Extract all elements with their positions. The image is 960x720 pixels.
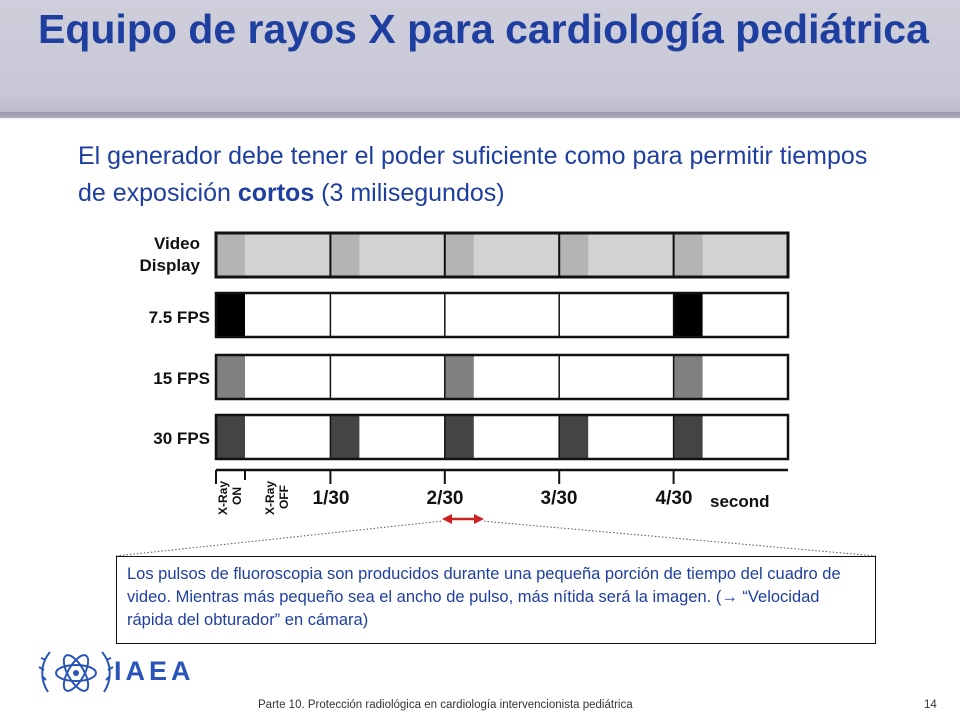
xray-pulse — [216, 293, 245, 337]
pulse-width-arrow — [442, 514, 484, 524]
tick-label-4-30: 4/30 — [656, 488, 693, 509]
pulse-row-border — [214, 353, 790, 401]
video-frame-shade — [444, 233, 474, 277]
timing-diagram: Video Display 7.5 FPS 15 FPS 30 FPS X-Ra… — [102, 215, 866, 531]
xray-pulse — [444, 355, 474, 399]
arrow-right-icon: → — [721, 588, 738, 606]
title-bar — [0, 0, 960, 118]
xray-pulse — [444, 415, 474, 459]
iaea-logo — [36, 640, 206, 710]
row-label-7-5-fps: 7.5 FPS — [149, 308, 210, 327]
atom-emblem-icon — [38, 651, 114, 693]
pulse-row-border — [214, 413, 790, 461]
tick-label-3-30: 3/30 — [541, 488, 578, 509]
xray-pulse — [216, 415, 245, 459]
xray-pulse — [673, 355, 703, 399]
xray-off-label-1: X-Ray — [263, 481, 277, 515]
zoom-guide-left — [115, 520, 444, 557]
video-frame-shade — [330, 233, 360, 277]
xray-pulse — [673, 293, 703, 337]
pulse-row-border — [214, 291, 790, 339]
video-display-label-1: Video — [154, 234, 200, 253]
footer-text: Parte 10. Protección radiológica en card… — [258, 699, 633, 711]
xray-pulse — [216, 355, 245, 399]
zoom-guide-right — [481, 520, 877, 557]
xray-on-label-2: ON — [230, 487, 244, 505]
xray-pulse — [330, 415, 360, 459]
video-display-border — [214, 231, 790, 279]
page-number: 14 — [924, 699, 937, 711]
title-bar-shadow — [0, 112, 960, 120]
video-frame-shade — [559, 233, 589, 277]
subtitle-bold-word: cortos — [237, 179, 315, 207]
xray-pulse — [559, 415, 589, 459]
tick-label-1-30: 1/30 — [313, 488, 350, 509]
xray-pulse — [673, 415, 703, 459]
xray-off-label-2: OFF — [277, 485, 291, 509]
iaea-logo-text: IAEA — [114, 656, 195, 686]
subtitle-text-1: El generador debe tener el poder suficie… — [78, 142, 868, 207]
video-display-label-2: Display — [140, 256, 201, 275]
unit-label-second: second — [710, 492, 770, 511]
callout-text-2: “Velocidad rápida del obturador” en cáma… — [127, 588, 820, 629]
row-label-15-fps: 15 FPS — [153, 369, 210, 388]
explanation-callout: Los pulsos de fluoroscopia son producido… — [116, 556, 876, 644]
video-frame-shade — [216, 233, 245, 277]
slide-title: Equipo de rayos X para cardiología pediá… — [38, 6, 929, 52]
slide-subtitle: El generador debe tener el poder suficie… — [78, 138, 898, 212]
video-frame-shade — [673, 233, 703, 277]
callout-text-1: Los pulsos de fluoroscopia son producido… — [127, 565, 841, 606]
row-label-30-fps: 30 FPS — [153, 429, 210, 448]
xray-on-label-1: X-Ray — [216, 481, 230, 515]
tick-label-2-30: 2/30 — [427, 488, 464, 509]
subtitle-text-2: (3 milisegundos) — [314, 179, 505, 207]
